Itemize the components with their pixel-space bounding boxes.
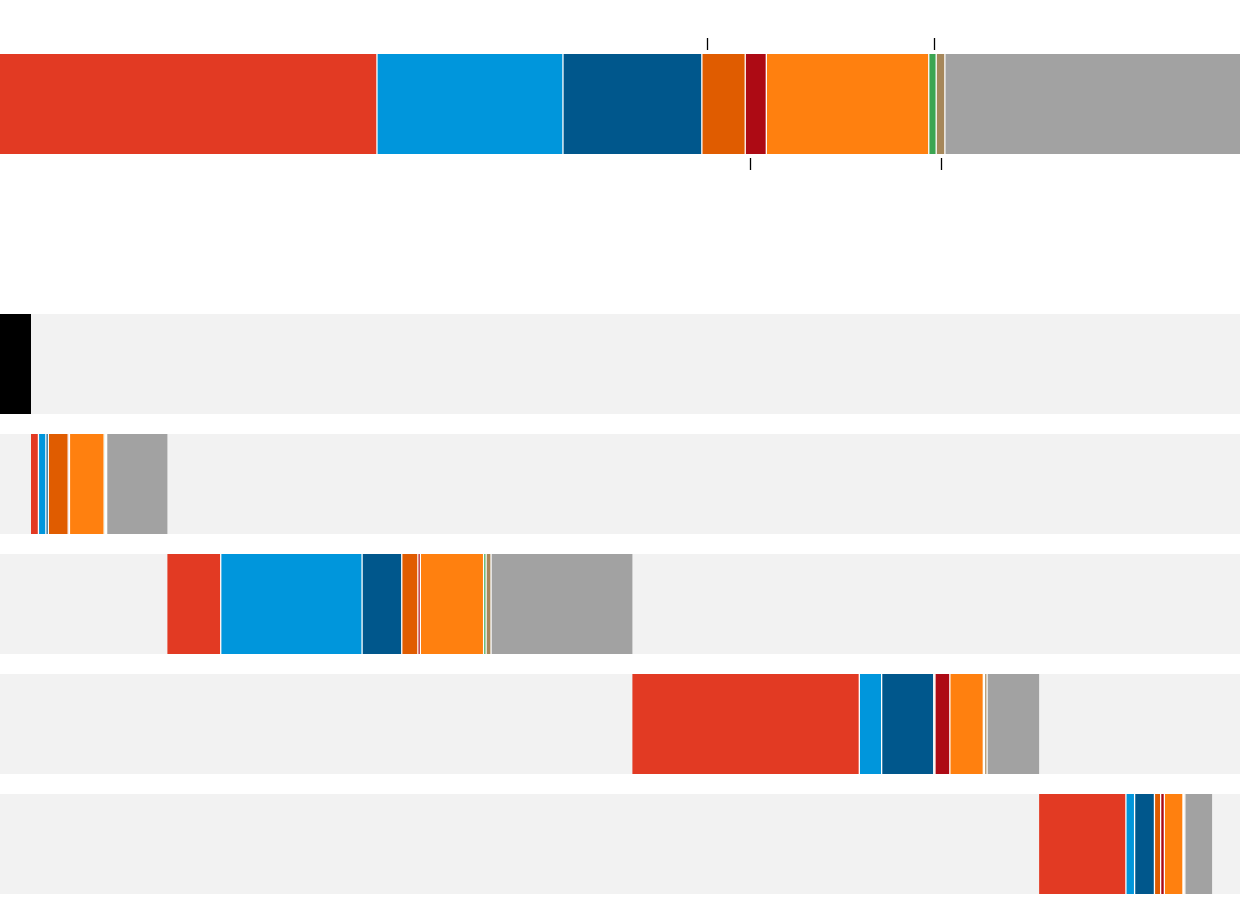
total-bar-segment-tan: [936, 54, 945, 154]
group-bar-3-segment-dark-red: [934, 674, 950, 774]
total-bar-segment-red: [0, 54, 377, 154]
group-bar-1-segment-dark-blue: [45, 434, 49, 534]
total-bar-segment-dark-orange: [701, 54, 746, 154]
group-bar-2-segment-red: [167, 554, 221, 654]
group-bar-1-segment-red: [31, 434, 39, 534]
total-bar-segment-dark-red: [745, 54, 767, 154]
group-bar-2-segment-orange: [420, 554, 484, 654]
group-bar-4-segment-dark-orange: [1154, 794, 1161, 894]
group-track-1: [0, 434, 1240, 534]
group-bar-4-segment-grey: [1184, 794, 1213, 894]
group-bar-2-segment-dark-orange: [401, 554, 418, 654]
group-bar-4-segment-dark-blue: [1134, 794, 1155, 894]
group-bar-3-segment-light-blue: [859, 674, 882, 774]
group-bar-2-segment-tan: [486, 554, 492, 654]
group-bar-highlight-0: [0, 314, 31, 414]
total-bar-segment-dark-blue: [562, 54, 702, 154]
group-bar-1-segment-orange: [69, 434, 105, 534]
group-track-0: [0, 314, 1240, 414]
group-bar-3-segment-grey: [987, 674, 1040, 774]
group-bar-2-segment-dark-red: [417, 554, 421, 654]
group-bar-3-segment-tan: [984, 674, 988, 774]
group-bar-4-segment-dark-red: [1160, 794, 1165, 894]
total-bar-segment-light-blue: [376, 54, 563, 154]
group-bar-4-segment-orange: [1164, 794, 1183, 894]
group-bar-2-segment-grey: [491, 554, 633, 654]
group-bar-1-segment-light-blue: [38, 434, 46, 534]
group-bar-4-segment-red: [1039, 794, 1126, 894]
group-bar-3-segment-dark-blue: [881, 674, 934, 774]
group-bar-2-segment-light-blue: [220, 554, 363, 654]
group-track-3: [0, 674, 1240, 774]
group-bar-1-segment-dark-orange: [48, 434, 69, 534]
total-bar-segment-green: [928, 54, 937, 154]
total-bar-segment-orange: [766, 54, 929, 154]
group-track-4: [0, 794, 1240, 894]
group-bar-2-segment-green: [483, 554, 487, 654]
group-bar-3-segment-orange: [949, 674, 984, 774]
group-bar-3-segment-red: [632, 674, 860, 774]
group-bar-2-segment-dark-blue: [362, 554, 402, 654]
total-bar-segment-grey: [944, 54, 1240, 154]
group-bar-1-segment-grey: [106, 434, 168, 534]
group-bar-4-segment-light-blue: [1125, 794, 1135, 894]
